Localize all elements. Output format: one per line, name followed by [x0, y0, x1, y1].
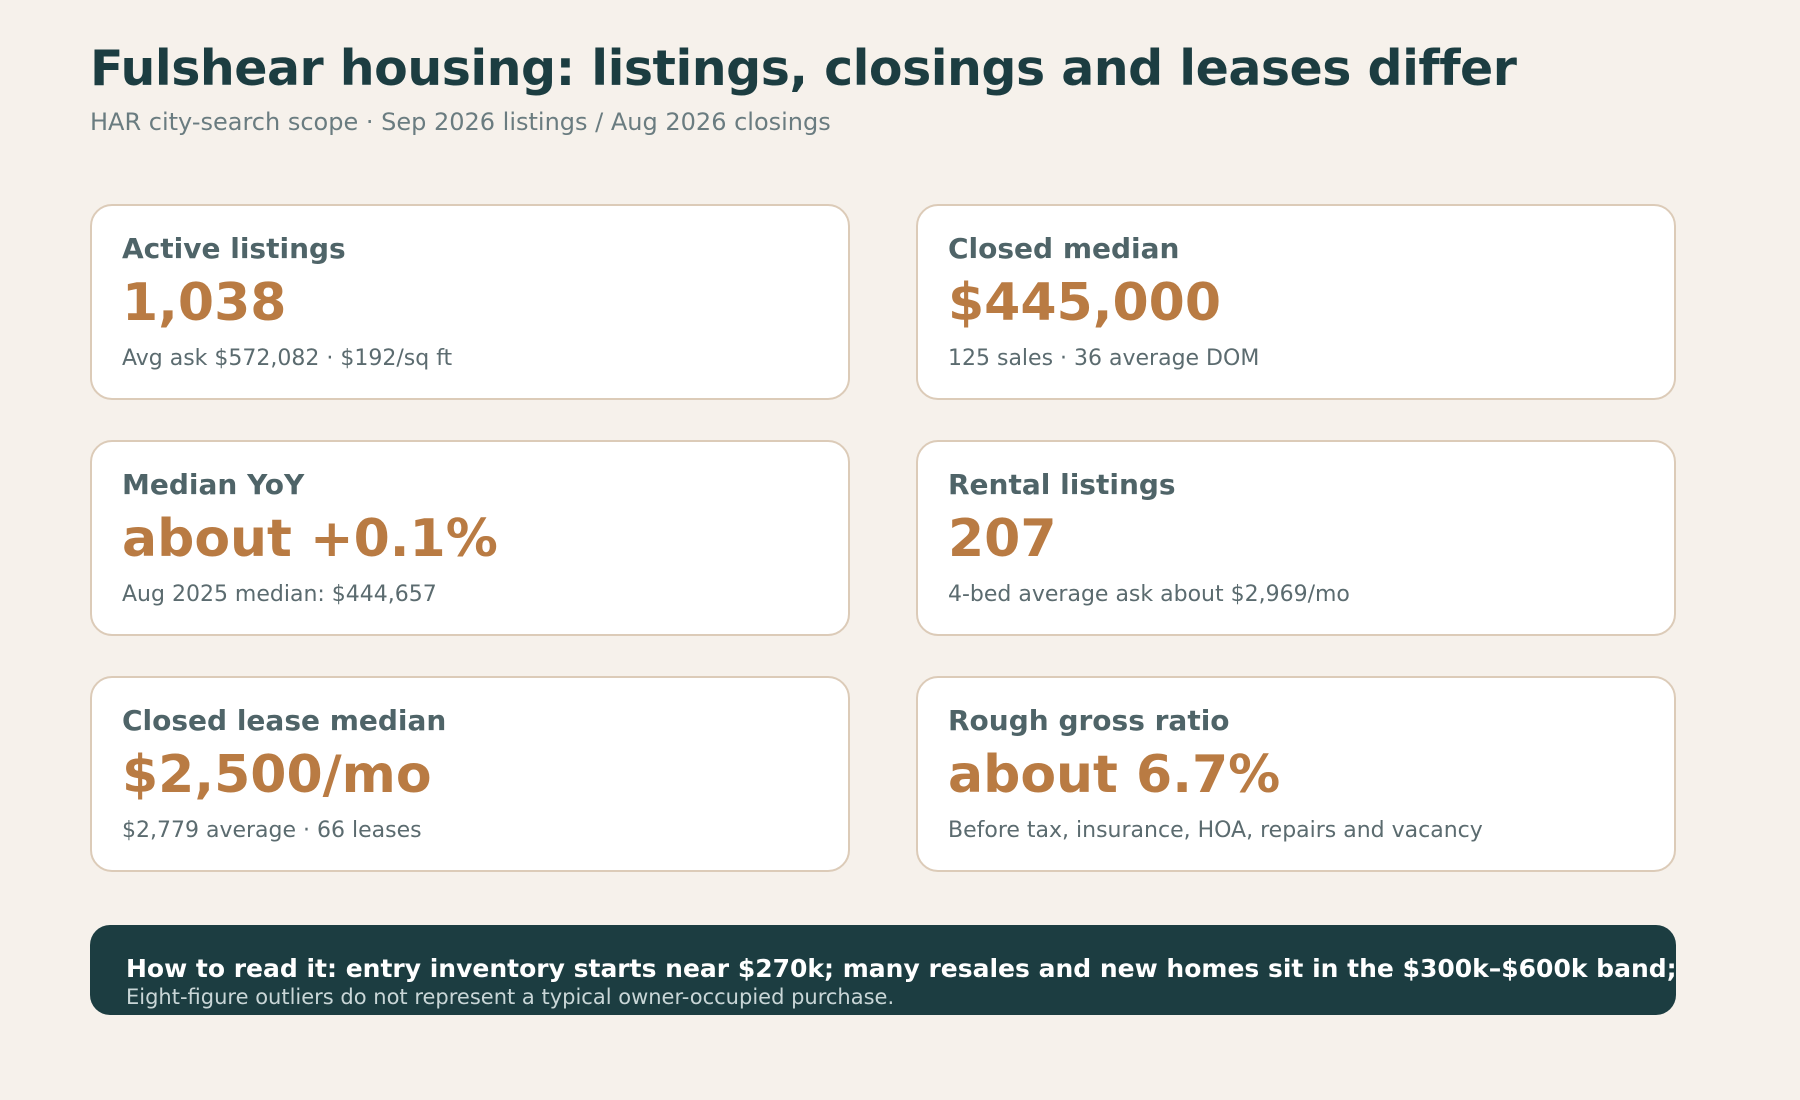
stat-card-closed-median: Closed median $445,000 125 sales · 36 av…: [916, 204, 1676, 400]
stat-card-label: Rough gross ratio: [948, 704, 1230, 737]
stat-card-value: 1,038: [122, 273, 287, 333]
stat-card-label: Median YoY: [122, 468, 305, 501]
stat-card-rental-listings: Rental listings 207 4-bed average ask ab…: [916, 440, 1676, 636]
stat-card-label: Active listings: [122, 232, 346, 265]
stat-card-note: Avg ask $572,082 · $192/sq ft: [122, 346, 453, 371]
stat-card-value: 207: [948, 509, 1057, 569]
stat-card-note: Aug 2025 median: $444,657: [122, 582, 437, 607]
banner-headline: How to read it: entry inventory starts n…: [126, 954, 1676, 983]
stat-card-active-listings: Active listings 1,038 Avg ask $572,082 ·…: [90, 204, 850, 400]
how-to-read-banner: How to read it: entry inventory starts n…: [90, 925, 1676, 1015]
stat-card-note: 125 sales · 36 average DOM: [948, 346, 1260, 371]
stat-card-note: $2,779 average · 66 leases: [122, 818, 422, 843]
stat-card-closed-lease-median: Closed lease median $2,500/mo $2,779 ave…: [90, 676, 850, 872]
stat-card-value: $445,000: [948, 273, 1222, 333]
banner-detail: Eight-figure outliers do not represent a…: [126, 985, 895, 1009]
stat-card-note: Before tax, insurance, HOA, repairs and …: [948, 818, 1483, 843]
stat-card-label: Closed lease median: [122, 704, 447, 737]
stat-card-label: Closed median: [948, 232, 1180, 265]
page-subtitle: HAR city-search scope · Sep 2026 listing…: [90, 108, 831, 136]
page-title: Fulshear housing: listings, closings and…: [90, 40, 1517, 97]
stat-card-rough-gross-ratio: Rough gross ratio about 6.7% Before tax,…: [916, 676, 1676, 872]
stat-card-label: Rental listings: [948, 468, 1176, 501]
stat-cards-grid: Active listings 1,038 Avg ask $572,082 ·…: [90, 204, 1676, 872]
stat-card-note: 4-bed average ask about $2,969/mo: [948, 582, 1350, 607]
stat-card-median-yoy: Median YoY about +0.1% Aug 2025 median: …: [90, 440, 850, 636]
stat-card-value: about 6.7%: [948, 745, 1281, 805]
stat-card-value: $2,500/mo: [122, 745, 432, 805]
stat-card-value: about +0.1%: [122, 509, 498, 569]
